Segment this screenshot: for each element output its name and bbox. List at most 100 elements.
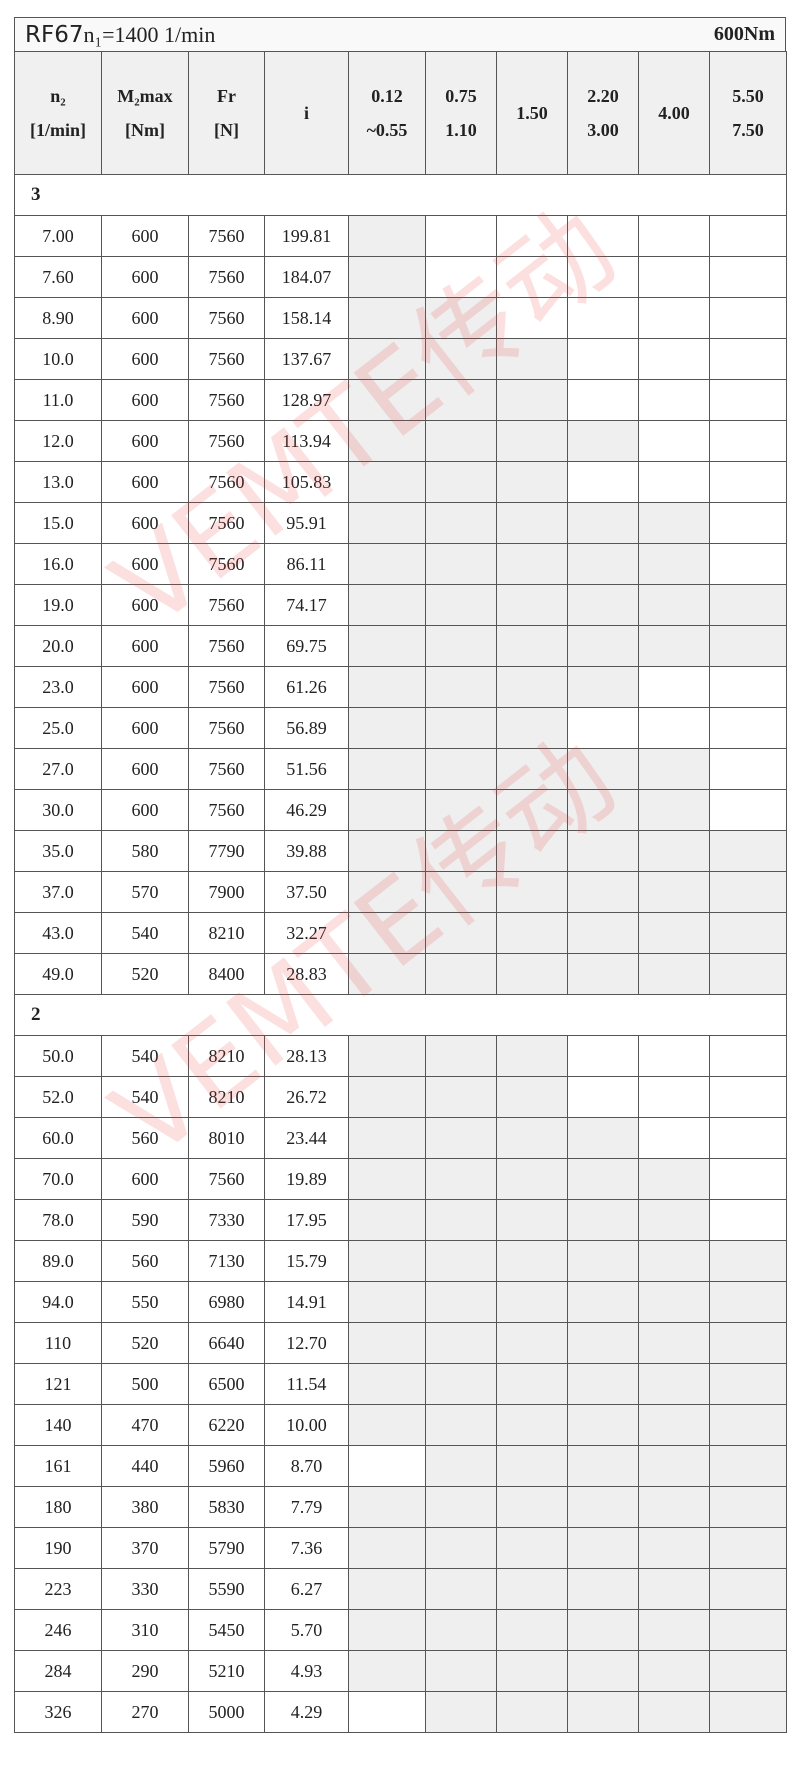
header-n2: n₂ [1/min]: [14, 51, 102, 175]
cell-n2: 37.0: [14, 871, 102, 913]
power-cell-0: [348, 953, 426, 995]
cell-i: 28.83: [264, 953, 349, 995]
cell-fr: 7560: [188, 215, 265, 257]
power-cell-2: [496, 830, 568, 872]
cell-n2: 94.0: [14, 1281, 102, 1323]
power-cell-5: [709, 1527, 787, 1569]
cell-i: 11.54: [264, 1363, 349, 1405]
cell-i: 32.27: [264, 912, 349, 954]
table-row: 7.60 600 7560 184.07: [14, 256, 787, 298]
power-cell-4: [638, 1691, 710, 1733]
cell-m2max: 570: [101, 871, 189, 913]
power-cell-2: [496, 1363, 568, 1405]
power-cell-5: [709, 1445, 787, 1487]
table-row: 60.0 560 8010 23.44: [14, 1117, 787, 1159]
power-cell-2: [496, 461, 568, 503]
power-cell-1: [425, 912, 497, 954]
power-cell-1: [425, 256, 497, 298]
power-cell-2: [496, 1117, 568, 1159]
cell-i: 17.95: [264, 1199, 349, 1241]
power-cell-5: [709, 1035, 787, 1077]
cell-n2: 326: [14, 1691, 102, 1733]
cell-fr: 7790: [188, 830, 265, 872]
cell-i: 10.00: [264, 1404, 349, 1446]
cell-fr: 5830: [188, 1486, 265, 1528]
cell-n2: 25.0: [14, 707, 102, 749]
cell-m2max: 600: [101, 215, 189, 257]
header-power-5: 5.50 7.50: [709, 51, 787, 175]
cell-m2max: 520: [101, 1322, 189, 1364]
power-cell-4: [638, 1158, 710, 1200]
power-cell-0: [348, 1568, 426, 1610]
power-cell-5: [709, 1650, 787, 1692]
power-cell-0: [348, 1527, 426, 1569]
cell-i: 56.89: [264, 707, 349, 749]
power-cell-1: [425, 584, 497, 626]
header-power-4: 4.00: [638, 51, 710, 175]
cell-fr: 7330: [188, 1199, 265, 1241]
section-row: 2: [14, 994, 787, 1036]
power-cell-0: [348, 912, 426, 954]
power-cell-4: [638, 912, 710, 954]
table-row: 43.0 540 8210 32.27: [14, 912, 787, 954]
cell-fr: 7560: [188, 1158, 265, 1200]
table-row: 23.0 600 7560 61.26: [14, 666, 787, 708]
cell-m2max: 600: [101, 420, 189, 462]
power-cell-1: [425, 215, 497, 257]
cell-m2max: 600: [101, 543, 189, 585]
cell-m2max: 560: [101, 1240, 189, 1282]
cell-fr: 7560: [188, 461, 265, 503]
power-cell-1: [425, 1281, 497, 1323]
cell-n2: 78.0: [14, 1199, 102, 1241]
cell-n2: 23.0: [14, 666, 102, 708]
power-cell-0: [348, 1609, 426, 1651]
power-cell-4: [638, 666, 710, 708]
cell-m2max: 600: [101, 256, 189, 298]
power-cell-0: [348, 748, 426, 790]
power-cell-5: [709, 584, 787, 626]
header-power-0: 0.12 ~0.55: [348, 51, 426, 175]
power-cell-4: [638, 748, 710, 790]
power-cell-1: [425, 379, 497, 421]
power-cell-4: [638, 1363, 710, 1405]
cell-n2: 15.0: [14, 502, 102, 544]
power-cell-3: [567, 1199, 639, 1241]
cell-fr: 8210: [188, 912, 265, 954]
power-cell-1: [425, 1076, 497, 1118]
power-cell-3: [567, 1117, 639, 1159]
power-cell-4: [638, 338, 710, 380]
power-cell-3: [567, 625, 639, 667]
power-cell-0: [348, 502, 426, 544]
cell-fr: 7560: [188, 379, 265, 421]
model-name: RF67: [25, 21, 84, 48]
power-cell-0: [348, 1650, 426, 1692]
cell-m2max: 380: [101, 1486, 189, 1528]
table-row: 161 440 5960 8.70: [14, 1445, 787, 1487]
cell-n2: 284: [14, 1650, 102, 1692]
power-cell-5: [709, 625, 787, 667]
cell-i: 12.70: [264, 1322, 349, 1364]
power-cell-0: [348, 1199, 426, 1241]
cell-fr: 7560: [188, 338, 265, 380]
power-cell-1: [425, 420, 497, 462]
table-row: 13.0 600 7560 105.83: [14, 461, 787, 503]
power-cell-5: [709, 1609, 787, 1651]
cell-m2max: 310: [101, 1609, 189, 1651]
power-cell-4: [638, 502, 710, 544]
cell-m2max: 550: [101, 1281, 189, 1323]
cell-n2: 7.60: [14, 256, 102, 298]
power-cell-2: [496, 420, 568, 462]
header-power-2-line: 1.50: [516, 103, 548, 123]
power-cell-2: [496, 953, 568, 995]
power-cell-2: [496, 1158, 568, 1200]
cell-i: 6.27: [264, 1568, 349, 1610]
power-cell-2: [496, 1281, 568, 1323]
header-power-5-line: 5.50: [732, 86, 764, 106]
cell-n2: 140: [14, 1404, 102, 1446]
power-cell-2: [496, 1076, 568, 1118]
cell-i: 158.14: [264, 297, 349, 339]
power-cell-0: [348, 1158, 426, 1200]
power-cell-4: [638, 707, 710, 749]
title-bar: RF67n₁=1400 1/min 600Nm: [14, 17, 786, 51]
power-cell-1: [425, 666, 497, 708]
